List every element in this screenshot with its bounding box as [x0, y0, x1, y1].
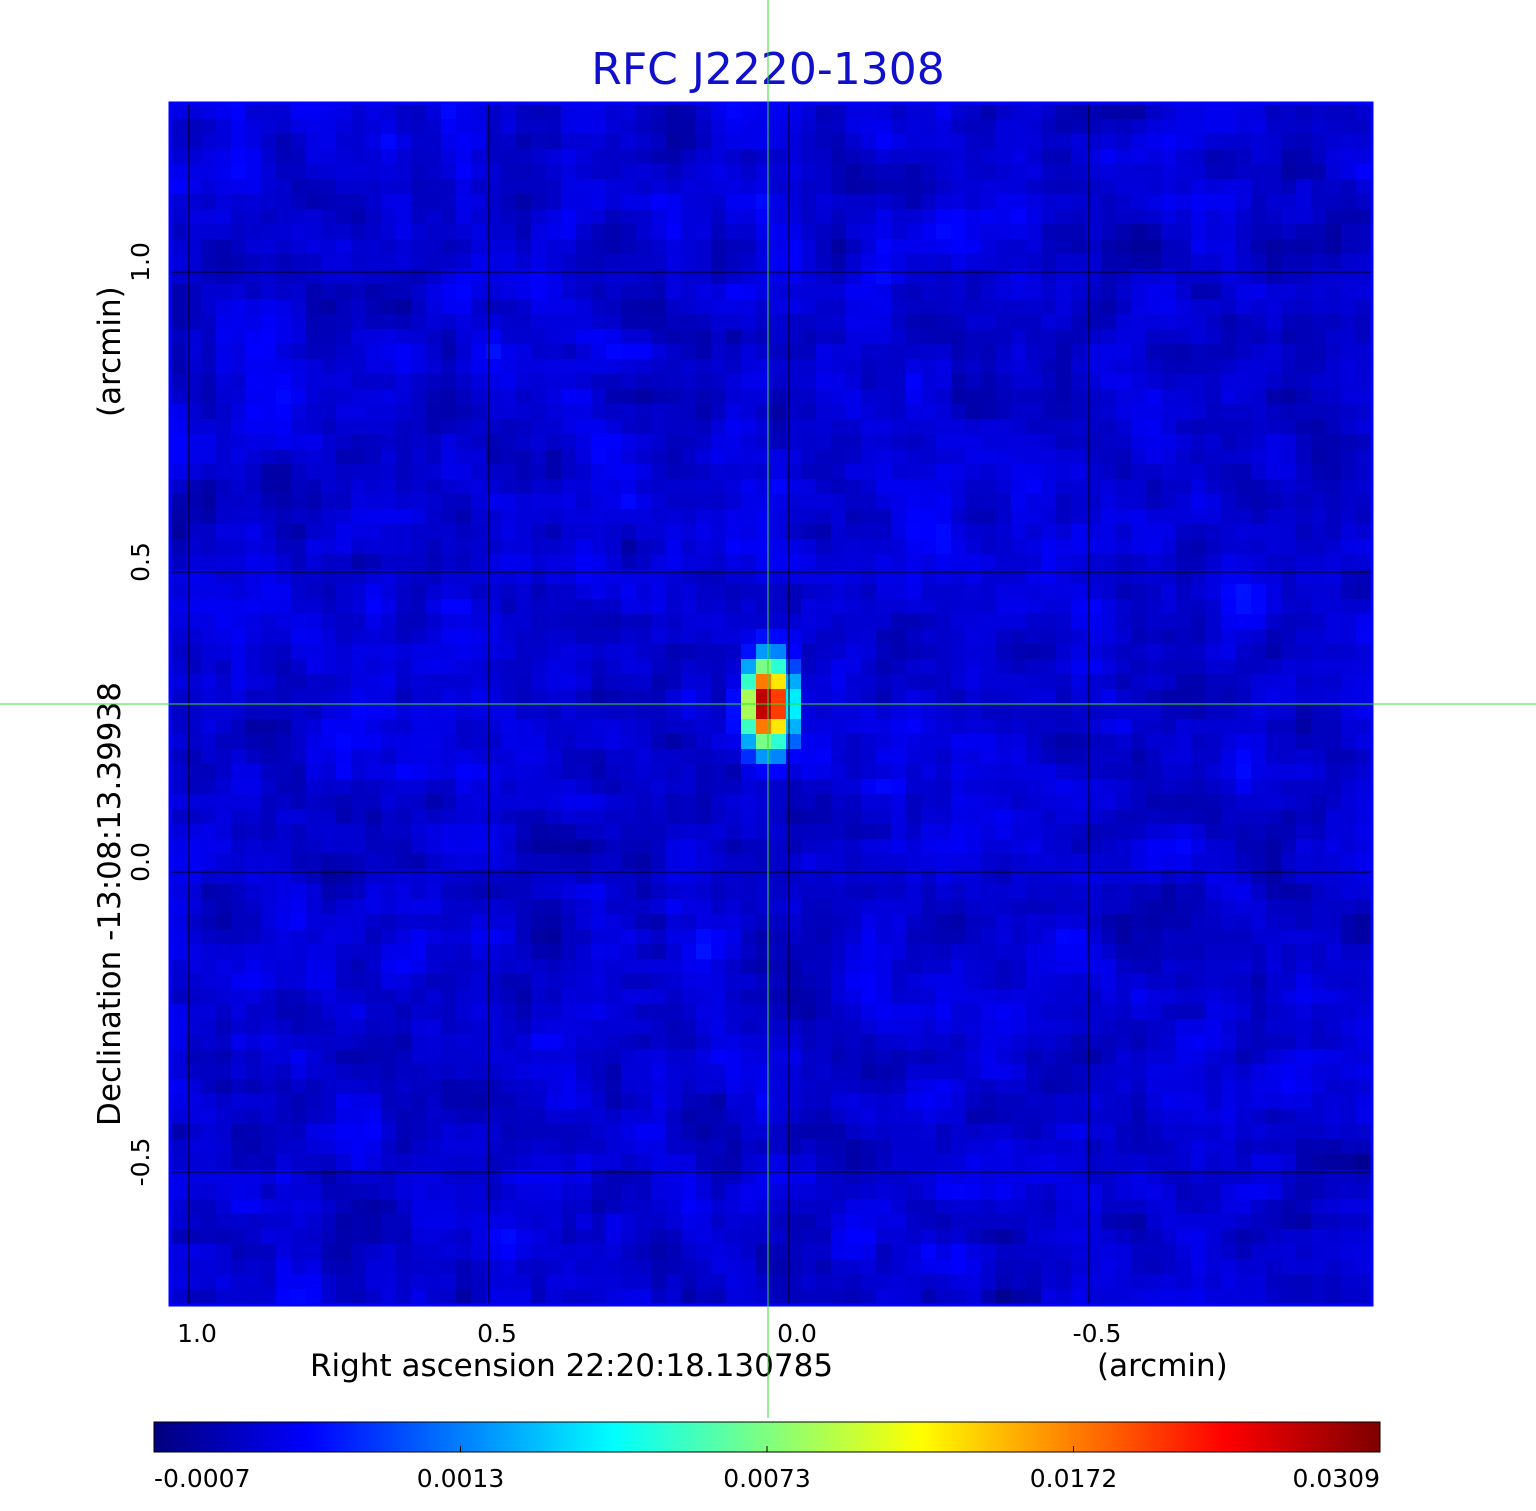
y-tick-label: 0.0 [126, 842, 155, 882]
y-tick-label: 1.0 [126, 242, 155, 282]
x-tick-label: 0.0 [777, 1319, 817, 1348]
y-tick-label: -0.5 [126, 1138, 155, 1187]
y-tick-labels: 1.0 0.5 0.0 -0.5 [126, 242, 155, 1186]
colorbar-labels: -0.0007 0.0013 0.0073 0.0172 0.0309 [154, 1446, 1380, 1493]
y-axis-unit: (arcmin) [92, 286, 128, 417]
colorbar-label: 0.0172 [1030, 1464, 1117, 1493]
x-tick-label: 1.0 [177, 1319, 217, 1348]
y-tick-label: 0.5 [126, 542, 155, 582]
colorbar-label: 0.0309 [1293, 1464, 1380, 1493]
x-axis-unit: (arcmin) [1097, 1348, 1228, 1384]
x-tick-label: -0.5 [1073, 1319, 1122, 1348]
colorbar-label: 0.0073 [723, 1464, 810, 1493]
x-axis-label: Right ascension 22:20:18.130785 [310, 1348, 833, 1384]
x-tick-labels: 1.0 0.5 0.0 -0.5 [177, 1319, 1121, 1348]
y-axis-label: Declination -13:08:13.39938 [92, 682, 128, 1126]
colorbar-label: -0.0007 [154, 1464, 251, 1493]
crosshair [0, 0, 1536, 1418]
x-tick-label: 0.5 [477, 1319, 517, 1348]
colorbar-label: 0.0013 [417, 1464, 504, 1493]
